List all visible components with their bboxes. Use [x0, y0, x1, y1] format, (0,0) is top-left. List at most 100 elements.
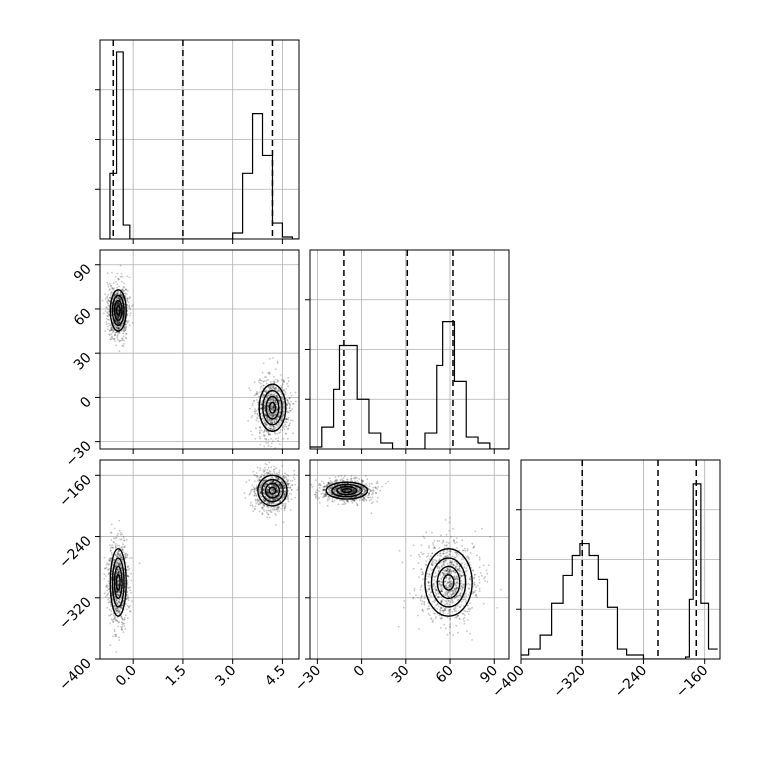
- scatter-panel-1-2-sample-point: [263, 393, 266, 396]
- scatter-panel-1-3-sample-point: [280, 487, 283, 490]
- scatter-panel-2-3-sample-point: [327, 481, 330, 484]
- scatter-panel-1-3-sample-point: [112, 618, 115, 620]
- scatter-panel-1-2-sample-point: [123, 326, 126, 329]
- scatter-panel-1-2-sample-point: [259, 426, 262, 428]
- scatter-panel-1-3-xtick-label: 1.5: [163, 663, 190, 690]
- scatter-panel-1-2-sample-point: [117, 316, 119, 319]
- scatter-panel-1-3-sample-point: [119, 563, 121, 566]
- scatter-panel-1-2-sample-point: [118, 331, 120, 334]
- scatter-panel-1-3-sample-point: [115, 536, 118, 539]
- scatter-panel-1-3-sample-point: [110, 531, 113, 534]
- scatter-panel-1-2-sample-point: [126, 297, 129, 300]
- scatter-panel-1-3-sample-point: [272, 480, 275, 482]
- scatter-panel-1-2-sample-point: [288, 406, 291, 409]
- scatter-panel-1-2-sample-point: [254, 412, 256, 415]
- scatter-panel-1-3-sample-point: [262, 508, 265, 511]
- scatter-panel-1-2-sample-point: [109, 328, 112, 331]
- scatter-panel-1-2-sample-point: [276, 405, 278, 408]
- scatter-panel-1-2-sample-point: [117, 309, 119, 312]
- scatter-panel-1-2-sample-point: [272, 405, 275, 408]
- scatter-panel-1-2-sample-point: [266, 396, 269, 399]
- scatter-panel-1-3-sample-point: [118, 610, 120, 613]
- scatter-panel-2-3-sample-point: [438, 566, 441, 569]
- scatter-panel-1-3-sample-point: [113, 559, 115, 561]
- scatter-panel-2-3-sample-point: [331, 493, 334, 496]
- scatter-panel-1-2-sample-point: [270, 408, 273, 410]
- scatter-panel-1-3-sample-point: [107, 592, 110, 595]
- scatter-panel-1-2-sample-point: [118, 321, 121, 324]
- scatter-panel-2-3-sample-point: [344, 489, 347, 492]
- scatter-panel-1-3-sample-point: [114, 608, 117, 611]
- scatter-panel-1-2-sample-point: [269, 413, 271, 416]
- scatter-panel-1-2-sample-point: [111, 291, 114, 294]
- scatter-panel-1-2-sample-point: [108, 300, 111, 303]
- scatter-panel-1-3-sample-point: [259, 485, 262, 487]
- scatter-panel-1-3-sample-point: [126, 581, 129, 584]
- scatter-panel-2-3-sample-point: [482, 602, 485, 605]
- scatter-panel-1-3-sample-point: [266, 482, 269, 485]
- scatter-panel-1-3-sample-point: [268, 498, 271, 501]
- scatter-panel-2-3-sample-point: [341, 480, 344, 482]
- scatter-panel-1-2-sample-point: [117, 302, 119, 305]
- scatter-panel-1-2-sample-point: [118, 302, 121, 305]
- scatter-panel-1-2-sample-point: [117, 310, 120, 312]
- scatter-panel-1-2-sample-point: [124, 295, 127, 298]
- scatter-panel-1-3-sample-point: [281, 505, 284, 508]
- scatter-panel-1-3-sample-point: [256, 475, 259, 478]
- scatter-panel-2-3-sample-point: [422, 535, 425, 538]
- scatter-panel-1-2-sample-point: [275, 387, 278, 390]
- scatter-panel-1-3-sample-point: [268, 472, 270, 475]
- scatter-panel-1-3-sample-point: [259, 469, 261, 472]
- scatter-panel-1-2-sample-point: [282, 413, 284, 416]
- scatter-panel-1-3-sample-point: [121, 558, 124, 561]
- scatter-panel-1-3-sample-point: [260, 475, 262, 478]
- scatter-panel-1-3-sample-point: [119, 538, 122, 541]
- scatter-panel-2-3-sample-point: [420, 586, 422, 589]
- scatter-panel-1-2-sample-point: [117, 317, 119, 320]
- scatter-panel-1-2-sample-point: [126, 289, 129, 292]
- scatter-panel-1-3-sample-point: [256, 501, 259, 504]
- scatter-panel-1-2-sample-point: [270, 419, 273, 422]
- scatter-panel-1-2-sample-point: [116, 327, 119, 329]
- scatter-panel-1-2-sample-point: [277, 439, 279, 442]
- scatter-panel-1-3-sample-point: [264, 466, 266, 469]
- scatter-panel-1-2-sample-point: [257, 395, 260, 398]
- scatter-panel-1-2-sample-point: [283, 381, 285, 383]
- scatter-panel-1-3-sample-point: [120, 626, 123, 628]
- scatter-panel-1-3-sample-point: [272, 495, 274, 498]
- scatter-panel-1-2-sample-point: [264, 422, 267, 425]
- scatter-panel-1-2-sample-point: [277, 437, 280, 440]
- scatter-panel-2-3-sample-point: [335, 480, 337, 483]
- scatter-panel-1-3-sample-point: [273, 488, 275, 490]
- scatter-panel-1-3-sample-point: [125, 608, 128, 611]
- scatter-panel-1-2-sample-point: [116, 321, 118, 324]
- scatter-panel-2-3-sample-point: [325, 493, 327, 496]
- scatter-panel-1-2-sample-point: [273, 380, 276, 383]
- scatter-panel-2-3-sample-point: [372, 492, 374, 495]
- scatter-panel-2-3-sample-point: [349, 479, 352, 482]
- scatter-panel-1-3-sample-point: [107, 569, 110, 572]
- scatter-panel-2-3-sample-point: [350, 477, 353, 480]
- scatter-panel-1-3-sample-point: [264, 463, 267, 465]
- scatter-panel-2-3-sample-point: [453, 542, 456, 545]
- scatter-panel-1-2-sample-point: [126, 275, 128, 278]
- scatter-panel-1-2-sample-point: [279, 412, 281, 415]
- scatter-panel-1-3-sample-point: [130, 579, 133, 582]
- scatter-panel-2-3-sample-point: [409, 592, 411, 595]
- scatter-panel-2-3-sample-point: [346, 478, 348, 480]
- scatter-panel-1-2-sample-point: [273, 406, 275, 409]
- scatter-panel-1-2-sample-point: [120, 324, 123, 327]
- scatter-panel-1-2-sample-point: [116, 296, 119, 299]
- scatter-panel-1-2-sample-point: [125, 332, 128, 335]
- scatter-panel-2-3-sample-point: [357, 490, 360, 493]
- scatter-panel-1-3-sample-point: [273, 488, 275, 491]
- scatter-panel-1-2-sample-point: [270, 400, 272, 403]
- scatter-panel-1-2-sample-point: [278, 421, 280, 424]
- scatter-panel-1-3-sample-point: [121, 617, 124, 620]
- scatter-panel-2-3-sample-point: [363, 498, 366, 500]
- scatter-panel-1-3-sample-point: [112, 635, 114, 638]
- scatter-panel-1-3-sample-point: [118, 611, 120, 614]
- scatter-panel-1-2-sample-point: [102, 312, 105, 315]
- scatter-panel-1-3-sample-point: [115, 635, 118, 638]
- scatter-panel-1-2-sample-point: [258, 381, 261, 384]
